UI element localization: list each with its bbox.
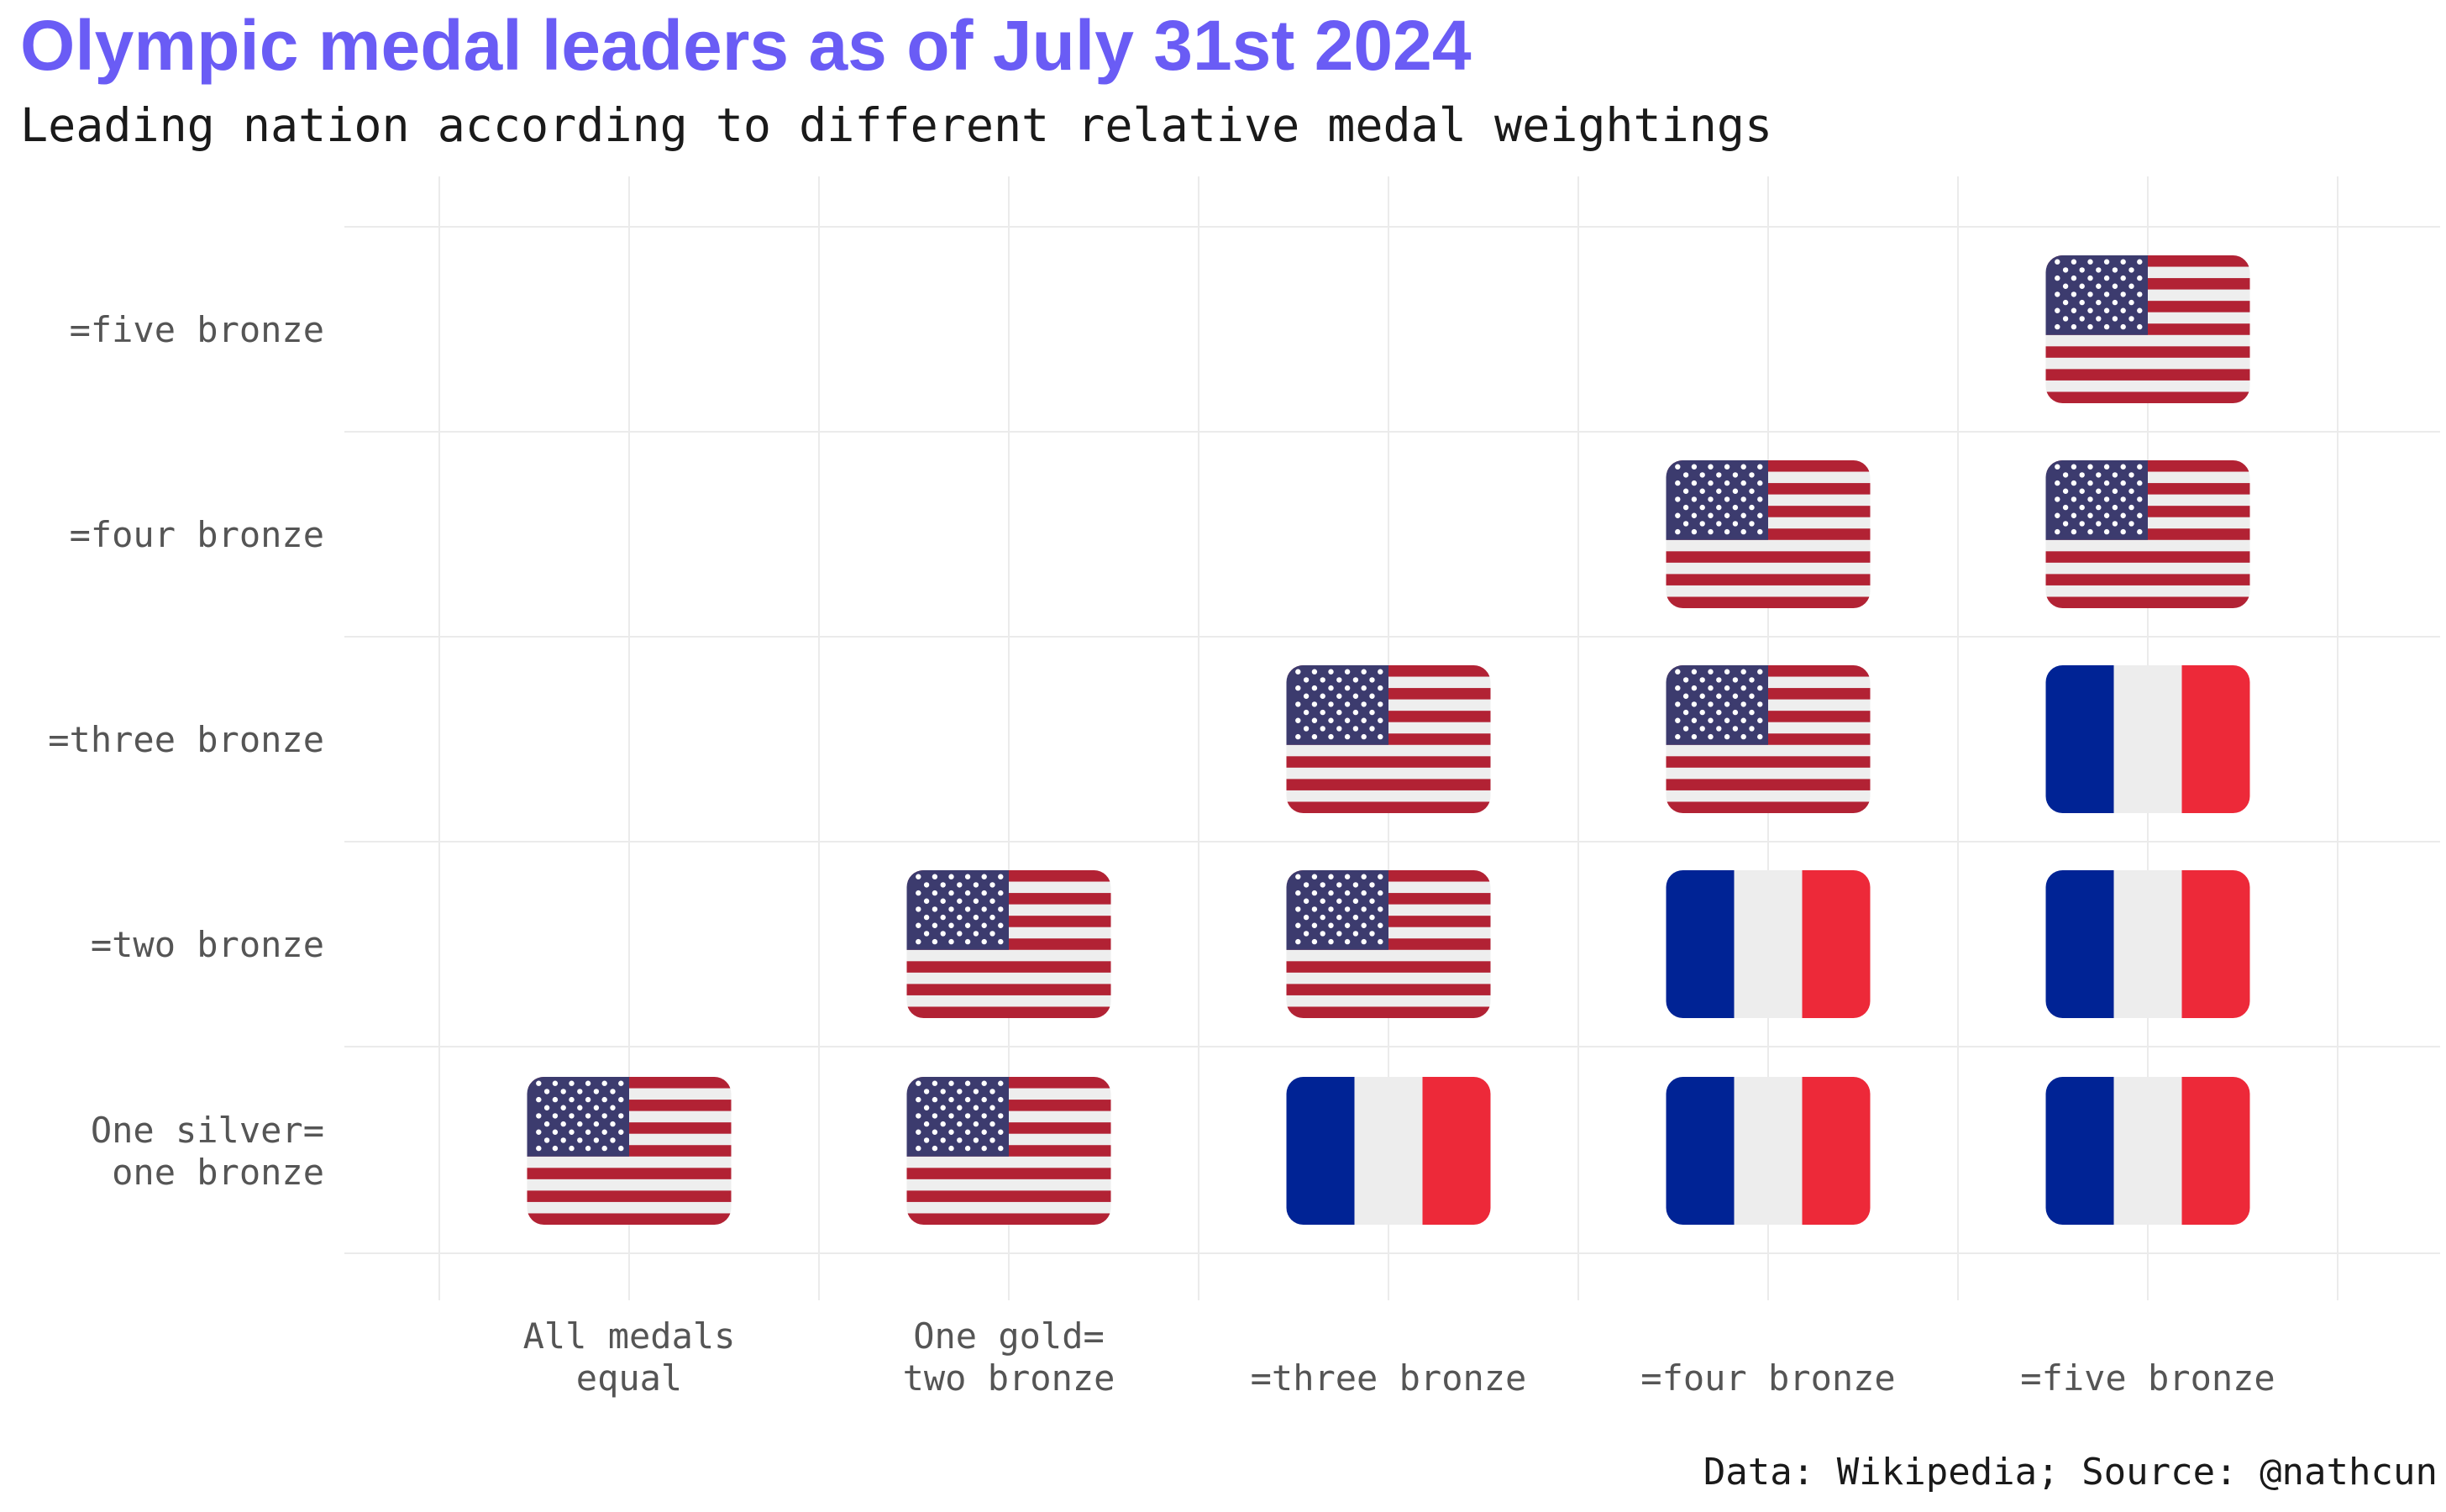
y-tick-label: =five bronze [70, 309, 324, 350]
chart-caption: Data: Wikipedia; Source: @nathcun [1703, 1451, 2438, 1494]
x-tick-label: =four bronze [1640, 1357, 1895, 1399]
x-tick-label: One gold= two bronze [903, 1315, 1115, 1399]
flag-cell-france [1666, 1077, 1871, 1225]
flag-cell-usa [527, 1077, 732, 1225]
flag-cell-france [2045, 665, 2250, 813]
y-tick-label: =four bronze [70, 514, 324, 555]
flag-cell-usa [1286, 665, 1491, 813]
flag-cell-usa [906, 1077, 1111, 1225]
flag-cell-usa [2045, 255, 2250, 403]
x-axis-labels: All medals equal One gold= two bronze =three… [523, 1315, 2275, 1399]
flag-cell-france [2045, 870, 2250, 1018]
flag-cell-usa [1286, 870, 1491, 1018]
y-tick-label: =three bronze [48, 719, 324, 760]
flag-cell-usa [1666, 460, 1871, 608]
flag-cell-france [1286, 1077, 1491, 1225]
x-tick-label: =five bronze [2020, 1357, 2275, 1399]
flag-cell-usa [906, 870, 1111, 1018]
chart-subtitle: Leading nation according to different re… [20, 98, 1773, 152]
chart-title: Olympic medal leaders as of July 31st 20… [20, 6, 1472, 85]
flag-cell-france [2045, 1077, 2250, 1225]
flag-cell-france [1666, 870, 1871, 1018]
y-axis-labels: One silver= one bronze =two bronze =three b… [48, 309, 324, 1193]
flag-cell-usa [1666, 665, 1871, 813]
flag-cells [527, 255, 2250, 1225]
flag-cell-usa [2045, 460, 2250, 608]
x-tick-label: All medals equal [523, 1315, 736, 1399]
y-tick-label: =two bronze [91, 924, 324, 965]
x-tick-label: =three bronze [1251, 1357, 1527, 1399]
y-tick-label: One silver= one bronze [91, 1110, 324, 1193]
